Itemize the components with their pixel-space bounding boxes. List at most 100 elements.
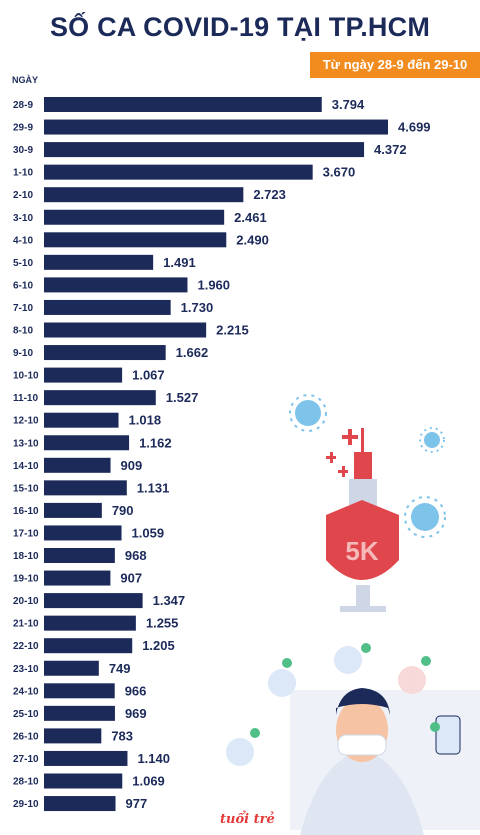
- category-label: 17-10: [13, 528, 39, 539]
- value-label: 1.255: [146, 616, 179, 631]
- category-label: 18-10: [13, 551, 39, 562]
- bar: [44, 705, 115, 721]
- plus-icon: [326, 429, 358, 477]
- category-label: 5-10: [13, 258, 33, 269]
- bar: [44, 683, 115, 699]
- value-label: 1.069: [132, 774, 165, 789]
- value-label: 907: [120, 571, 142, 586]
- bar: [44, 164, 313, 180]
- svg-text:5K: 5K: [345, 536, 378, 566]
- chart-title: SỐ CA COVID-19 TẠI TP.HCM: [49, 12, 431, 42]
- date-range-banner: Từ ngày 28-9 đến 29-10: [310, 52, 480, 78]
- bar: [44, 796, 116, 812]
- bar: [44, 660, 99, 676]
- category-label: 2-10: [13, 190, 33, 201]
- bar: [44, 773, 123, 789]
- value-label: 1.662: [176, 345, 209, 360]
- bar: [44, 638, 133, 654]
- value-label: 969: [125, 706, 147, 721]
- category-label: 26-10: [13, 731, 39, 742]
- value-label: 4.699: [398, 120, 431, 135]
- bar: [44, 502, 102, 518]
- category-label: 8-10: [13, 326, 33, 337]
- bar: [44, 570, 111, 586]
- y-axis-label: NGÀY: [12, 75, 39, 85]
- syringe-icon: 5K: [326, 428, 399, 612]
- value-label: 790: [112, 503, 134, 518]
- category-label: 24-10: [13, 686, 39, 697]
- bar: [44, 97, 322, 112]
- category-label: 29-9: [13, 123, 33, 134]
- category-label: 4-10: [13, 235, 33, 246]
- bar: [44, 412, 119, 428]
- category-label: 22-10: [13, 641, 39, 652]
- category-label: 12-10: [13, 416, 39, 427]
- value-label: 2.723: [253, 187, 286, 202]
- category-label: 11-10: [13, 393, 38, 404]
- category-label: 6-10: [13, 280, 33, 291]
- bar: [44, 345, 166, 361]
- value-label: 3.794: [332, 97, 365, 112]
- bar: [44, 142, 365, 158]
- category-label: 29-10: [13, 799, 39, 810]
- value-label: 783: [111, 728, 133, 743]
- bar: [44, 435, 130, 451]
- value-label: 966: [125, 683, 147, 698]
- value-label: 1.067: [132, 368, 165, 383]
- category-label: 23-10: [13, 664, 39, 675]
- bar: [44, 390, 156, 406]
- value-label: 1.527: [166, 390, 199, 405]
- category-label: 30-9: [13, 145, 33, 156]
- category-label: 15-10: [13, 483, 39, 494]
- category-label: 3-10: [13, 213, 33, 224]
- value-label: 749: [109, 661, 131, 676]
- category-label: 25-10: [13, 709, 39, 720]
- category-label: 10-10: [13, 371, 39, 382]
- value-label: 1.205: [142, 638, 175, 653]
- value-label: 1.131: [137, 480, 170, 495]
- category-label: 13-10: [13, 438, 39, 449]
- value-label: 909: [121, 458, 143, 473]
- value-label: 1.347: [153, 593, 186, 608]
- category-label: 9-10: [13, 348, 33, 359]
- bar: [44, 254, 154, 270]
- virus-icon: [404, 496, 446, 538]
- bar: [44, 548, 115, 563]
- bar: [44, 728, 102, 744]
- bar: [44, 367, 123, 383]
- value-label: 2.490: [236, 232, 269, 247]
- value-label: 2.461: [234, 210, 267, 225]
- bar: [44, 232, 227, 248]
- category-label: 20-10: [13, 596, 39, 607]
- bar: [44, 322, 207, 338]
- doctor-icon: [226, 643, 480, 835]
- value-label: 1.162: [139, 435, 172, 450]
- bar: [44, 119, 388, 135]
- category-label: 19-10: [13, 574, 39, 585]
- value-label: 4.372: [374, 142, 407, 157]
- value-label: 1.491: [163, 255, 196, 270]
- bar: [44, 299, 171, 315]
- bar: [44, 209, 225, 225]
- bar: [44, 615, 136, 631]
- category-label: 16-10: [13, 506, 39, 517]
- bar: [44, 277, 188, 293]
- value-label: 968: [125, 548, 147, 563]
- value-label: 1.059: [132, 525, 165, 540]
- bar: [44, 187, 244, 203]
- category-label: 27-10: [13, 754, 39, 765]
- value-label: 1.730: [181, 300, 214, 315]
- category-label: 1-10: [13, 168, 33, 179]
- category-label: 28-9: [13, 100, 33, 111]
- category-label: 28-10: [13, 777, 39, 788]
- illustration: 5K: [226, 394, 480, 835]
- value-label: 1.960: [197, 277, 230, 292]
- bar: [44, 525, 122, 541]
- bar: [44, 480, 127, 496]
- value-label: 1.018: [129, 413, 162, 428]
- value-label: 977: [126, 796, 148, 811]
- value-label: 2.215: [216, 323, 249, 338]
- bar: [44, 593, 143, 609]
- category-label: 21-10: [13, 619, 39, 630]
